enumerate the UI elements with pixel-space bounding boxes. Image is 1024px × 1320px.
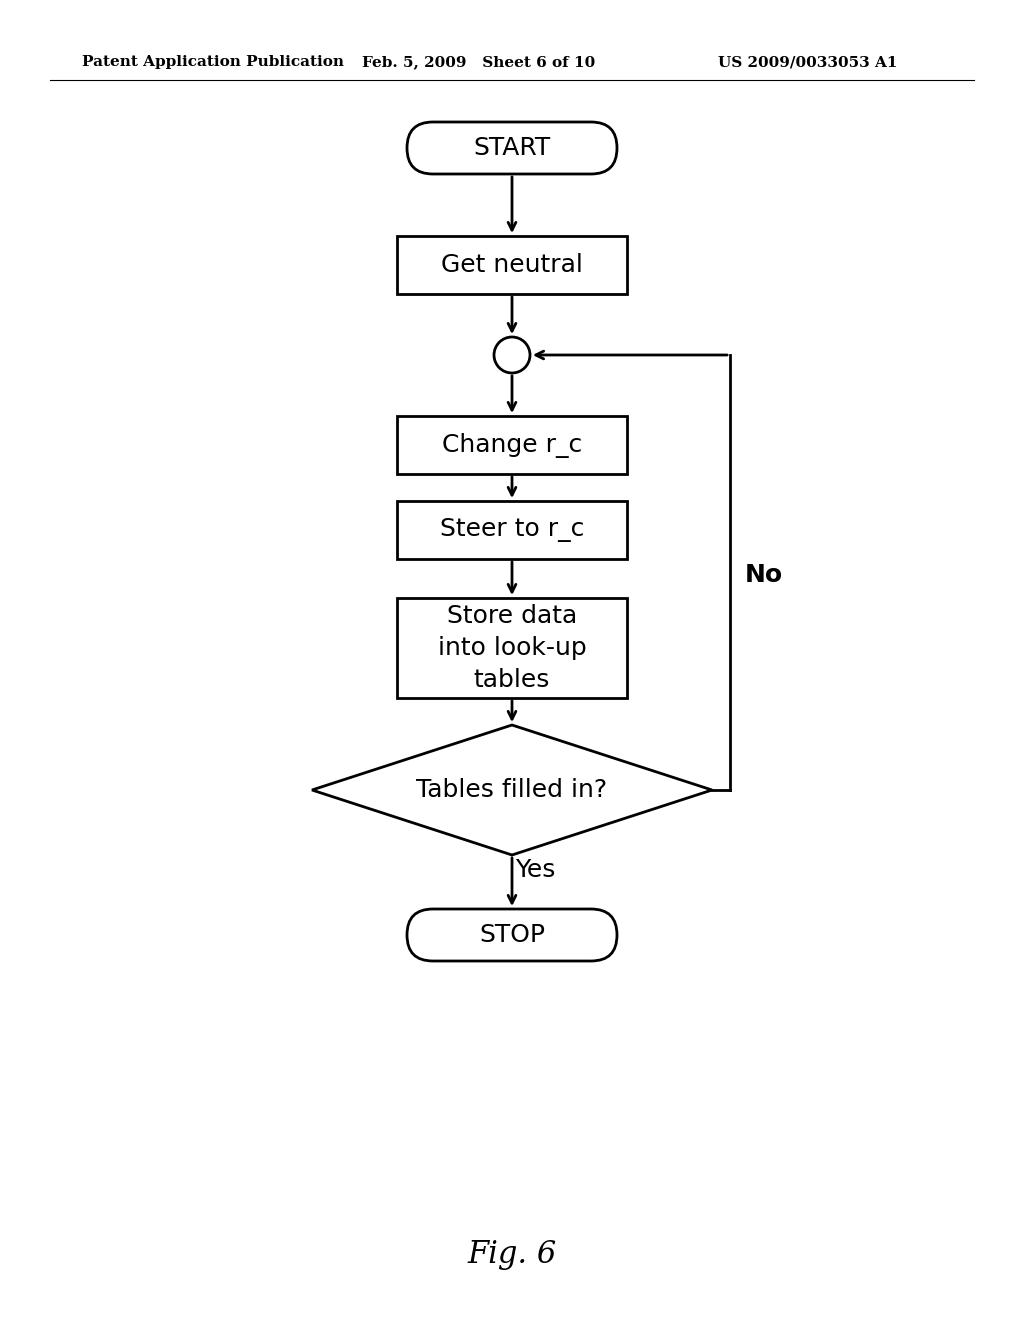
Text: No: No: [745, 564, 783, 587]
Text: Change r_c: Change r_c: [442, 433, 582, 458]
FancyBboxPatch shape: [407, 909, 617, 961]
Text: Patent Application Publication: Patent Application Publication: [82, 55, 344, 69]
Bar: [397, 416, 627, 474]
Text: Get neutral: Get neutral: [441, 253, 583, 277]
FancyBboxPatch shape: [407, 121, 617, 174]
Text: Steer to r_c: Steer to r_c: [440, 517, 584, 543]
Text: Yes: Yes: [515, 858, 555, 882]
Text: US 2009/0033053 A1: US 2009/0033053 A1: [718, 55, 897, 69]
Bar: [397, 598, 627, 698]
Text: Feb. 5, 2009   Sheet 6 of 10: Feb. 5, 2009 Sheet 6 of 10: [362, 55, 595, 69]
Bar: [397, 502, 627, 558]
Circle shape: [494, 337, 530, 374]
Text: START: START: [473, 136, 551, 160]
Text: Store data
into look-up
tables: Store data into look-up tables: [437, 605, 587, 692]
Bar: [397, 236, 627, 294]
Text: Tables filled in?: Tables filled in?: [417, 777, 607, 803]
Text: STOP: STOP: [479, 923, 545, 946]
Polygon shape: [312, 725, 712, 855]
Text: Fig. 6: Fig. 6: [467, 1239, 557, 1270]
